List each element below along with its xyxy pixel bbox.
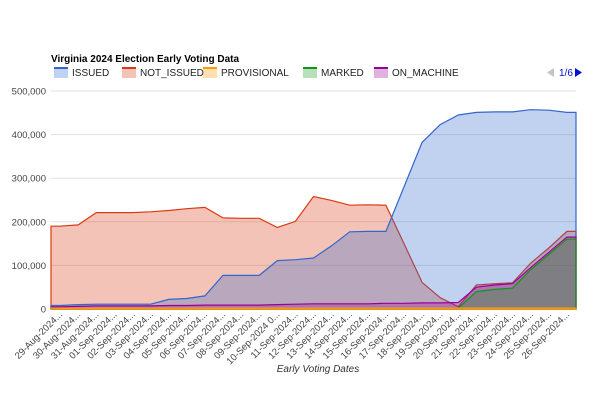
legend-next-icon[interactable] xyxy=(575,68,582,77)
legend-label-marked[interactable]: MARKED xyxy=(321,68,364,79)
y-tick-label: 300,000 xyxy=(12,174,46,185)
legend-swatch xyxy=(303,67,317,78)
series-area-not-issued[interactable] xyxy=(50,195,577,310)
series-area-issued[interactable] xyxy=(50,109,577,310)
y-axis-ticks: 0 100,000 200,000 300,000 400,000 500,000 xyxy=(12,87,46,316)
y-tick-label: 400,000 xyxy=(12,130,46,141)
legend-label-not-issued[interactable]: NOT_ISSUED xyxy=(140,68,204,79)
x-axis-ticks: 29-Aug-2024...30-Aug-2024...31-Aug-2024.… xyxy=(13,309,572,367)
legend-swatch xyxy=(203,67,217,78)
series-area-on-machine[interactable] xyxy=(50,236,577,310)
y-tick-label: 100,000 xyxy=(12,261,46,272)
y-tick-label: 200,000 xyxy=(12,217,46,228)
y-tick-label: 500,000 xyxy=(12,87,46,98)
legend-label-provisional[interactable]: PROVISIONAL xyxy=(221,68,289,79)
legend-swatch xyxy=(54,67,68,78)
series-area-provisional[interactable] xyxy=(50,307,577,310)
legend-prev-icon[interactable] xyxy=(547,68,554,77)
plot-areas xyxy=(50,109,577,310)
legend-swatch xyxy=(122,67,136,78)
chart-title: Virginia 2024 Election Early Voting Data xyxy=(51,54,239,65)
legend-label-on-machine[interactable]: ON_MACHINE xyxy=(392,68,459,79)
legend-swatch xyxy=(374,67,388,78)
legend-label-issued[interactable]: ISSUED xyxy=(72,68,109,79)
y-tick-label: 0 xyxy=(41,305,46,316)
legend-page-indicator: 1/6 xyxy=(559,68,573,79)
x-axis-label: Early Voting Dates xyxy=(277,364,359,375)
legend-pager: 1/6 xyxy=(547,68,582,79)
legend: ISSUED NOT_ISSUED PROVISIONAL MARKED ON_MACH… xyxy=(54,67,459,79)
